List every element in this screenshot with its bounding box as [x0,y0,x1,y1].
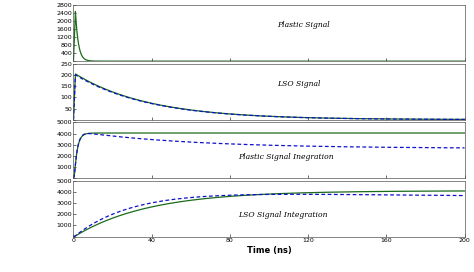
Text: Plastic Signal: Plastic Signal [277,21,329,29]
Text: Plastic Signal Inegration: Plastic Signal Inegration [237,153,333,161]
X-axis label: Time (ns): Time (ns) [246,246,292,255]
Text: LSO Signal Integration: LSO Signal Integration [237,211,327,219]
Text: LSO Signal: LSO Signal [277,80,320,88]
